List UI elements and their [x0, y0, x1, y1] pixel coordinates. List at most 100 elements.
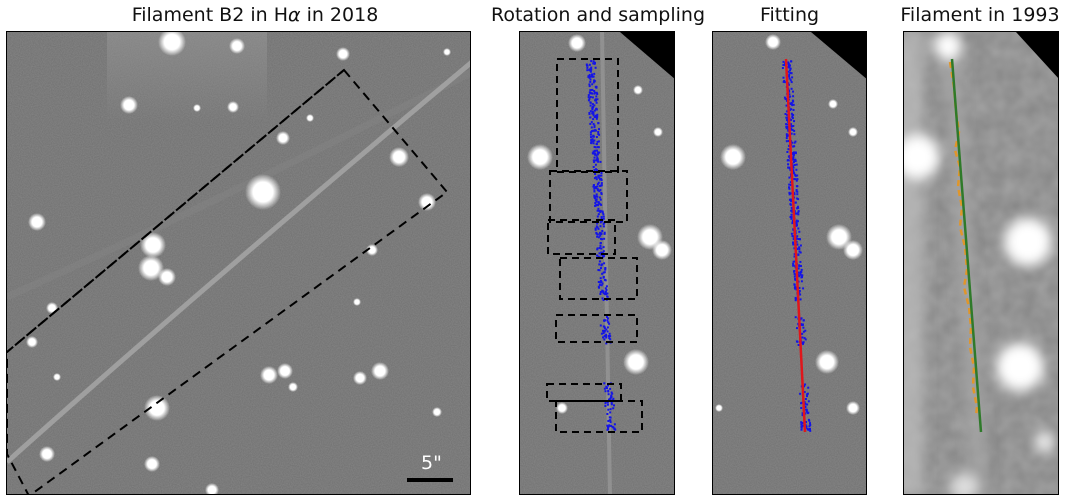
- sample-point: [603, 382, 606, 385]
- sample-point: [607, 321, 610, 324]
- sample-point: [598, 128, 600, 131]
- sample-point: [601, 263, 604, 266]
- sample-point: [790, 108, 793, 111]
- sample-point: [597, 174, 600, 177]
- sample-point: [590, 142, 593, 145]
- sample-point: [609, 335, 612, 338]
- sample-point: [594, 85, 597, 88]
- sample-point: [793, 272, 796, 275]
- sample-point: [609, 338, 612, 341]
- sample-point: [609, 419, 612, 422]
- sample-point: [797, 211, 800, 214]
- sample-point: [791, 222, 794, 225]
- sample-point: [600, 174, 603, 177]
- sample-point: [598, 263, 601, 266]
- sample-point: [795, 163, 798, 166]
- sample-point: [595, 225, 598, 228]
- sample-point: [793, 120, 795, 123]
- sample-point: [608, 416, 611, 419]
- stars-rotation: [527, 34, 672, 414]
- sample-point: [785, 140, 788, 143]
- sample-point: [600, 267, 602, 270]
- sample-point: [588, 85, 591, 88]
- sample-point: [592, 111, 595, 114]
- sample-point: [788, 109, 791, 111]
- sample-point: [790, 200, 793, 203]
- sample-point: [790, 206, 793, 209]
- sample-point: [795, 219, 798, 222]
- sample-point: [595, 232, 598, 235]
- sample-point: [806, 395, 808, 398]
- sample-point: [598, 283, 601, 286]
- sample-point: [794, 173, 797, 176]
- sample-point: [610, 394, 613, 397]
- sample-point: [796, 235, 799, 238]
- sample-point: [796, 197, 799, 200]
- sample-point: [798, 287, 801, 289]
- sample-point: [793, 161, 795, 163]
- sample-point: [594, 163, 597, 166]
- sample-point: [809, 422, 811, 425]
- sample-point: [603, 254, 606, 257]
- sample-point: [792, 262, 795, 265]
- sample-point: [591, 103, 594, 106]
- sample-point: [613, 423, 616, 426]
- sample-point: [794, 201, 797, 204]
- sample-point: [800, 426, 803, 429]
- sample-point: [596, 222, 599, 225]
- sample-point: [794, 140, 797, 143]
- sample-point: [793, 145, 796, 148]
- sample-point: [805, 410, 808, 413]
- sample-point: [792, 165, 795, 168]
- sample-point: [600, 264, 603, 267]
- sample-point: [592, 118, 595, 121]
- sample-point: [790, 72, 793, 75]
- sample-point: [803, 385, 806, 388]
- sample-point: [800, 265, 802, 267]
- sample-point: [596, 98, 599, 101]
- sample-point: [596, 149, 598, 152]
- sample-point: [594, 159, 597, 162]
- sample-point: [601, 210, 604, 213]
- sample-point: [596, 233, 599, 236]
- sample-point: [586, 64, 589, 67]
- sample-point: [600, 193, 603, 195]
- sample-point: [801, 323, 804, 326]
- sample-point: [600, 232, 603, 235]
- sample-point: [606, 292, 609, 295]
- sample-point: [785, 123, 788, 126]
- sample-points: [585, 60, 617, 431]
- sample-point: [787, 62, 790, 65]
- sample-point: [609, 408, 612, 411]
- sample-point: [609, 387, 612, 390]
- sample-point: [792, 156, 795, 159]
- sample-point: [800, 268, 803, 271]
- sample-point: [605, 285, 608, 288]
- sample-point: [786, 110, 789, 113]
- sample-point: [788, 186, 790, 189]
- sample-point: [802, 319, 805, 322]
- sample-point: [592, 184, 595, 187]
- sample-point: [796, 205, 799, 208]
- sample-point: [606, 387, 608, 390]
- sample-point: [600, 191, 603, 194]
- sample-point: [588, 74, 591, 76]
- sample-point: [790, 132, 793, 135]
- sample-point: [801, 336, 804, 339]
- sample-point: [596, 209, 599, 212]
- sample-point: [597, 281, 600, 283]
- sample-point: [597, 285, 600, 288]
- sample-point: [606, 428, 609, 431]
- title-alpha: α: [288, 4, 301, 26]
- sample-point: [587, 75, 590, 78]
- sample-point: [598, 260, 601, 263]
- sample-point: [610, 425, 613, 427]
- sample-point: [592, 129, 595, 132]
- sample-point: [594, 114, 597, 117]
- sample-point: [595, 91, 598, 94]
- sample-point: [600, 237, 602, 240]
- sample-point: [783, 96, 786, 99]
- sample-point: [592, 62, 595, 65]
- trace-1993: [948, 61, 979, 418]
- sample-point: [593, 177, 596, 180]
